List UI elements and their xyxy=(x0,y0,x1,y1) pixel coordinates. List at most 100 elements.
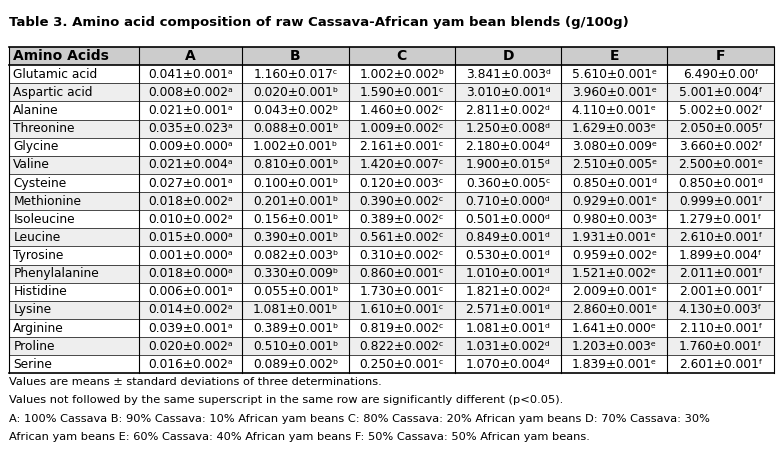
Text: Threonine: Threonine xyxy=(13,122,75,135)
Text: Phenylalanine: Phenylalanine xyxy=(13,267,99,280)
Text: 2.811±0.002ᵈ: 2.811±0.002ᵈ xyxy=(466,104,551,117)
Text: 0.039±0.001ᵃ: 0.039±0.001ᵃ xyxy=(148,322,232,335)
Text: 1.010±0.001ᵈ: 1.010±0.001ᵈ xyxy=(466,267,551,280)
Text: 3.841±0.003ᵈ: 3.841±0.003ᵈ xyxy=(466,68,551,81)
Text: Leucine: Leucine xyxy=(13,231,61,244)
Text: 1.900±0.015ᵈ: 1.900±0.015ᵈ xyxy=(466,159,551,171)
Text: 0.819±0.002ᶜ: 0.819±0.002ᶜ xyxy=(360,322,444,335)
Text: 0.055±0.001ᵇ: 0.055±0.001ᵇ xyxy=(253,285,339,298)
Text: 1.031±0.002ᵈ: 1.031±0.002ᵈ xyxy=(466,340,551,353)
Text: 0.015±0.000ᵃ: 0.015±0.000ᵃ xyxy=(148,231,233,244)
Text: F: F xyxy=(716,49,725,63)
Text: 0.021±0.001ᵃ: 0.021±0.001ᵃ xyxy=(148,104,232,117)
Text: 1.081±0.001ᵇ: 1.081±0.001ᵇ xyxy=(253,303,338,316)
Text: 2.610±0.001ᶠ: 2.610±0.001ᶠ xyxy=(679,231,762,244)
Text: 0.008±0.002ᵃ: 0.008±0.002ᵃ xyxy=(148,86,233,99)
Text: Alanine: Alanine xyxy=(13,104,58,117)
Text: 0.009±0.000ᵃ: 0.009±0.000ᵃ xyxy=(148,140,232,153)
Text: 2.601±0.001ᶠ: 2.601±0.001ᶠ xyxy=(679,358,762,371)
Text: 0.501±0.000ᵈ: 0.501±0.000ᵈ xyxy=(466,213,551,226)
Text: Serine: Serine xyxy=(13,358,52,371)
Text: 3.660±0.002ᶠ: 3.660±0.002ᶠ xyxy=(679,140,762,153)
Text: 1.002±0.002ᵇ: 1.002±0.002ᵇ xyxy=(360,68,445,81)
Text: 1.250±0.008ᵈ: 1.250±0.008ᵈ xyxy=(466,122,551,135)
Text: 0.020±0.002ᵃ: 0.020±0.002ᵃ xyxy=(148,340,232,353)
Text: 3.010±0.001ᵈ: 3.010±0.001ᵈ xyxy=(466,86,551,99)
FancyBboxPatch shape xyxy=(9,83,774,101)
Text: 0.006±0.001ᵃ: 0.006±0.001ᵃ xyxy=(148,285,232,298)
Text: 0.390±0.002ᶜ: 0.390±0.002ᶜ xyxy=(360,195,444,207)
Text: 0.035±0.023ᵃ: 0.035±0.023ᵃ xyxy=(148,122,233,135)
Text: 2.009±0.001ᵉ: 2.009±0.001ᵉ xyxy=(572,285,657,298)
Text: 0.018±0.000ᵃ: 0.018±0.000ᵃ xyxy=(148,267,233,280)
Text: 1.070±0.004ᵈ: 1.070±0.004ᵈ xyxy=(466,358,551,371)
Text: Histidine: Histidine xyxy=(13,285,67,298)
Text: Arginine: Arginine xyxy=(13,322,64,335)
Text: 0.043±0.002ᵇ: 0.043±0.002ᵇ xyxy=(253,104,338,117)
Text: Valine: Valine xyxy=(13,159,50,171)
Text: 1.203±0.003ᵉ: 1.203±0.003ᵉ xyxy=(572,340,657,353)
Text: 2.011±0.001ᶠ: 2.011±0.001ᶠ xyxy=(679,267,762,280)
Text: Glycine: Glycine xyxy=(13,140,58,153)
Text: 0.310±0.002ᶜ: 0.310±0.002ᶜ xyxy=(360,249,444,262)
FancyBboxPatch shape xyxy=(9,283,774,301)
Text: 0.561±0.002ᶜ: 0.561±0.002ᶜ xyxy=(360,231,444,244)
Text: 0.822±0.002ᶜ: 0.822±0.002ᶜ xyxy=(360,340,444,353)
Text: 0.860±0.001ᶜ: 0.860±0.001ᶜ xyxy=(360,267,444,280)
Text: 1.521±0.002ᵉ: 1.521±0.002ᵉ xyxy=(572,267,657,280)
Text: Table 3. Amino acid composition of raw Cassava-African yam bean blends (g/100g): Table 3. Amino acid composition of raw C… xyxy=(9,16,629,29)
Text: Aspartic acid: Aspartic acid xyxy=(13,86,93,99)
Text: 5.610±0.001ᵉ: 5.610±0.001ᵉ xyxy=(572,68,657,81)
Text: 0.510±0.001ᵇ: 0.510±0.001ᵇ xyxy=(253,340,338,353)
Text: 1.821±0.002ᵈ: 1.821±0.002ᵈ xyxy=(466,285,551,298)
Text: Glutamic acid: Glutamic acid xyxy=(13,68,98,81)
Text: 1.839±0.001ᵉ: 1.839±0.001ᵉ xyxy=(572,358,657,371)
Text: Amino Acids: Amino Acids xyxy=(13,49,109,63)
Text: 5.001±0.004ᶠ: 5.001±0.004ᶠ xyxy=(679,86,763,99)
Text: 2.110±0.001ᶠ: 2.110±0.001ᶠ xyxy=(679,322,762,335)
FancyBboxPatch shape xyxy=(9,355,774,373)
Text: A: A xyxy=(185,49,196,63)
FancyBboxPatch shape xyxy=(9,337,774,355)
FancyBboxPatch shape xyxy=(9,228,774,246)
Text: 1.629±0.003ᵉ: 1.629±0.003ᵉ xyxy=(572,122,657,135)
Text: 0.089±0.002ᵇ: 0.089±0.002ᵇ xyxy=(253,358,338,371)
Text: 0.016±0.002ᵃ: 0.016±0.002ᵃ xyxy=(148,358,232,371)
Text: 0.850±0.001ᵈ: 0.850±0.001ᵈ xyxy=(572,176,657,190)
Text: 0.010±0.002ᵃ: 0.010±0.002ᵃ xyxy=(148,213,232,226)
Text: 1.610±0.001ᶜ: 1.610±0.001ᶜ xyxy=(360,303,444,316)
Text: B: B xyxy=(290,49,301,63)
FancyBboxPatch shape xyxy=(9,301,774,319)
FancyBboxPatch shape xyxy=(9,246,774,265)
Text: Cysteine: Cysteine xyxy=(13,176,66,190)
Text: 0.156±0.001ᵇ: 0.156±0.001ᵇ xyxy=(253,213,338,226)
Text: 0.027±0.001ᵃ: 0.027±0.001ᵃ xyxy=(148,176,232,190)
Text: 0.929±0.001ᵉ: 0.929±0.001ᵉ xyxy=(572,195,657,207)
FancyBboxPatch shape xyxy=(9,65,774,83)
Text: 1.460±0.002ᶜ: 1.460±0.002ᶜ xyxy=(360,104,444,117)
Text: 3.960±0.001ᵉ: 3.960±0.001ᵉ xyxy=(572,86,657,99)
Text: 2.161±0.001ᶜ: 2.161±0.001ᶜ xyxy=(360,140,444,153)
Text: 1.899±0.004ᶠ: 1.899±0.004ᶠ xyxy=(679,249,763,262)
Text: 1.279±0.001ᶠ: 1.279±0.001ᶠ xyxy=(679,213,762,226)
Text: 1.931±0.001ᵉ: 1.931±0.001ᵉ xyxy=(572,231,657,244)
Text: 1.002±0.001ᵇ: 1.002±0.001ᵇ xyxy=(253,140,338,153)
Text: 0.100±0.001ᵇ: 0.100±0.001ᵇ xyxy=(253,176,338,190)
Text: 0.330±0.009ᵇ: 0.330±0.009ᵇ xyxy=(253,267,338,280)
Text: Lysine: Lysine xyxy=(13,303,51,316)
Text: 0.020±0.001ᵇ: 0.020±0.001ᵇ xyxy=(253,86,338,99)
Text: 0.389±0.001ᵇ: 0.389±0.001ᵇ xyxy=(253,322,338,335)
Text: 1.081±0.001ᵈ: 1.081±0.001ᵈ xyxy=(466,322,551,335)
Text: E: E xyxy=(610,49,619,63)
Text: 6.490±0.00ᶠ: 6.490±0.00ᶠ xyxy=(682,68,759,81)
FancyBboxPatch shape xyxy=(9,192,774,210)
Text: 0.849±0.001ᵈ: 0.849±0.001ᵈ xyxy=(466,231,551,244)
Text: 4.110±0.001ᵉ: 4.110±0.001ᵉ xyxy=(572,104,657,117)
Text: 0.250±0.001ᶜ: 0.250±0.001ᶜ xyxy=(360,358,444,371)
Text: 1.590±0.001ᶜ: 1.590±0.001ᶜ xyxy=(360,86,444,99)
FancyBboxPatch shape xyxy=(9,319,774,337)
FancyBboxPatch shape xyxy=(9,265,774,283)
Text: 1.009±0.002ᶜ: 1.009±0.002ᶜ xyxy=(360,122,444,135)
Text: 0.810±0.001ᵇ: 0.810±0.001ᵇ xyxy=(253,159,338,171)
Text: 1.160±0.017ᶜ: 1.160±0.017ᶜ xyxy=(254,68,338,81)
